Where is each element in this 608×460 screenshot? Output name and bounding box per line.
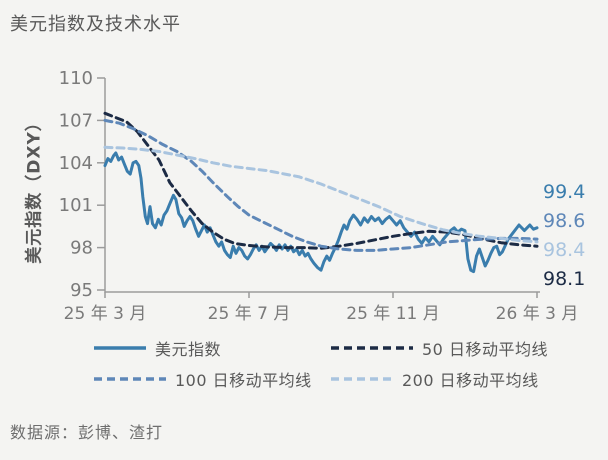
y-tick-label: 104 [59,153,93,174]
source-note: 数据源：彭博、渣打 [10,423,164,442]
series-line-2 [103,118,539,252]
dashed-line-swatch-icon [94,377,166,381]
dxy-line-chart: 95 98 101 104 107 110 25 年 3 月 25 年 7 月 25 年 11 … [59,68,586,324]
end-value-label: 98.1 [543,268,585,290]
series-line-3 [103,145,539,244]
legend-label: 美元指数 [155,340,222,359]
legend-label: 200 日移动平均线 [402,371,539,390]
end-value-label: 98.6 [543,210,585,232]
legend-item-100d-ma: 100 日移动平均线 [93,367,330,391]
x-tick-label: 25 年 7 月 [208,304,291,324]
y-tick-label: 95 [70,280,93,301]
legend-label: 50 日移动平均线 [422,340,548,359]
y-tick-label: 101 [59,195,93,216]
legend-item-200d-ma: 200 日移动平均线 [330,367,593,391]
solid-line-swatch-icon [94,346,146,350]
x-tick-label: 25 年 11 月 [346,304,439,324]
chart-title: 美元指数及技术水平 [10,14,181,35]
legend-item-50d-ma: 50 日移动平均线 [330,336,593,360]
chart-legend: 美元指数 50 日移动平均线 100 日移动平均线 200 日移动平均线 [93,336,593,391]
x-tick-label: 26 年 3 月 [496,304,579,324]
series-line-0 [103,151,539,274]
end-value-label: 99.4 [543,181,585,203]
y-tick-label: 107 [59,110,93,131]
dashed-line-swatch-icon [331,346,413,350]
y-tick-label: 98 [70,238,93,259]
x-tick-label: 25 年 3 月 [64,304,147,324]
legend-label: 100 日移动平均线 [175,371,312,390]
legend-item-dxy-index: 美元指数 [93,336,330,360]
dashed-line-swatch-icon [331,377,393,381]
end-value-label: 98.4 [543,239,585,261]
y-tick-label: 110 [59,68,93,89]
series-line-1 [103,111,539,250]
